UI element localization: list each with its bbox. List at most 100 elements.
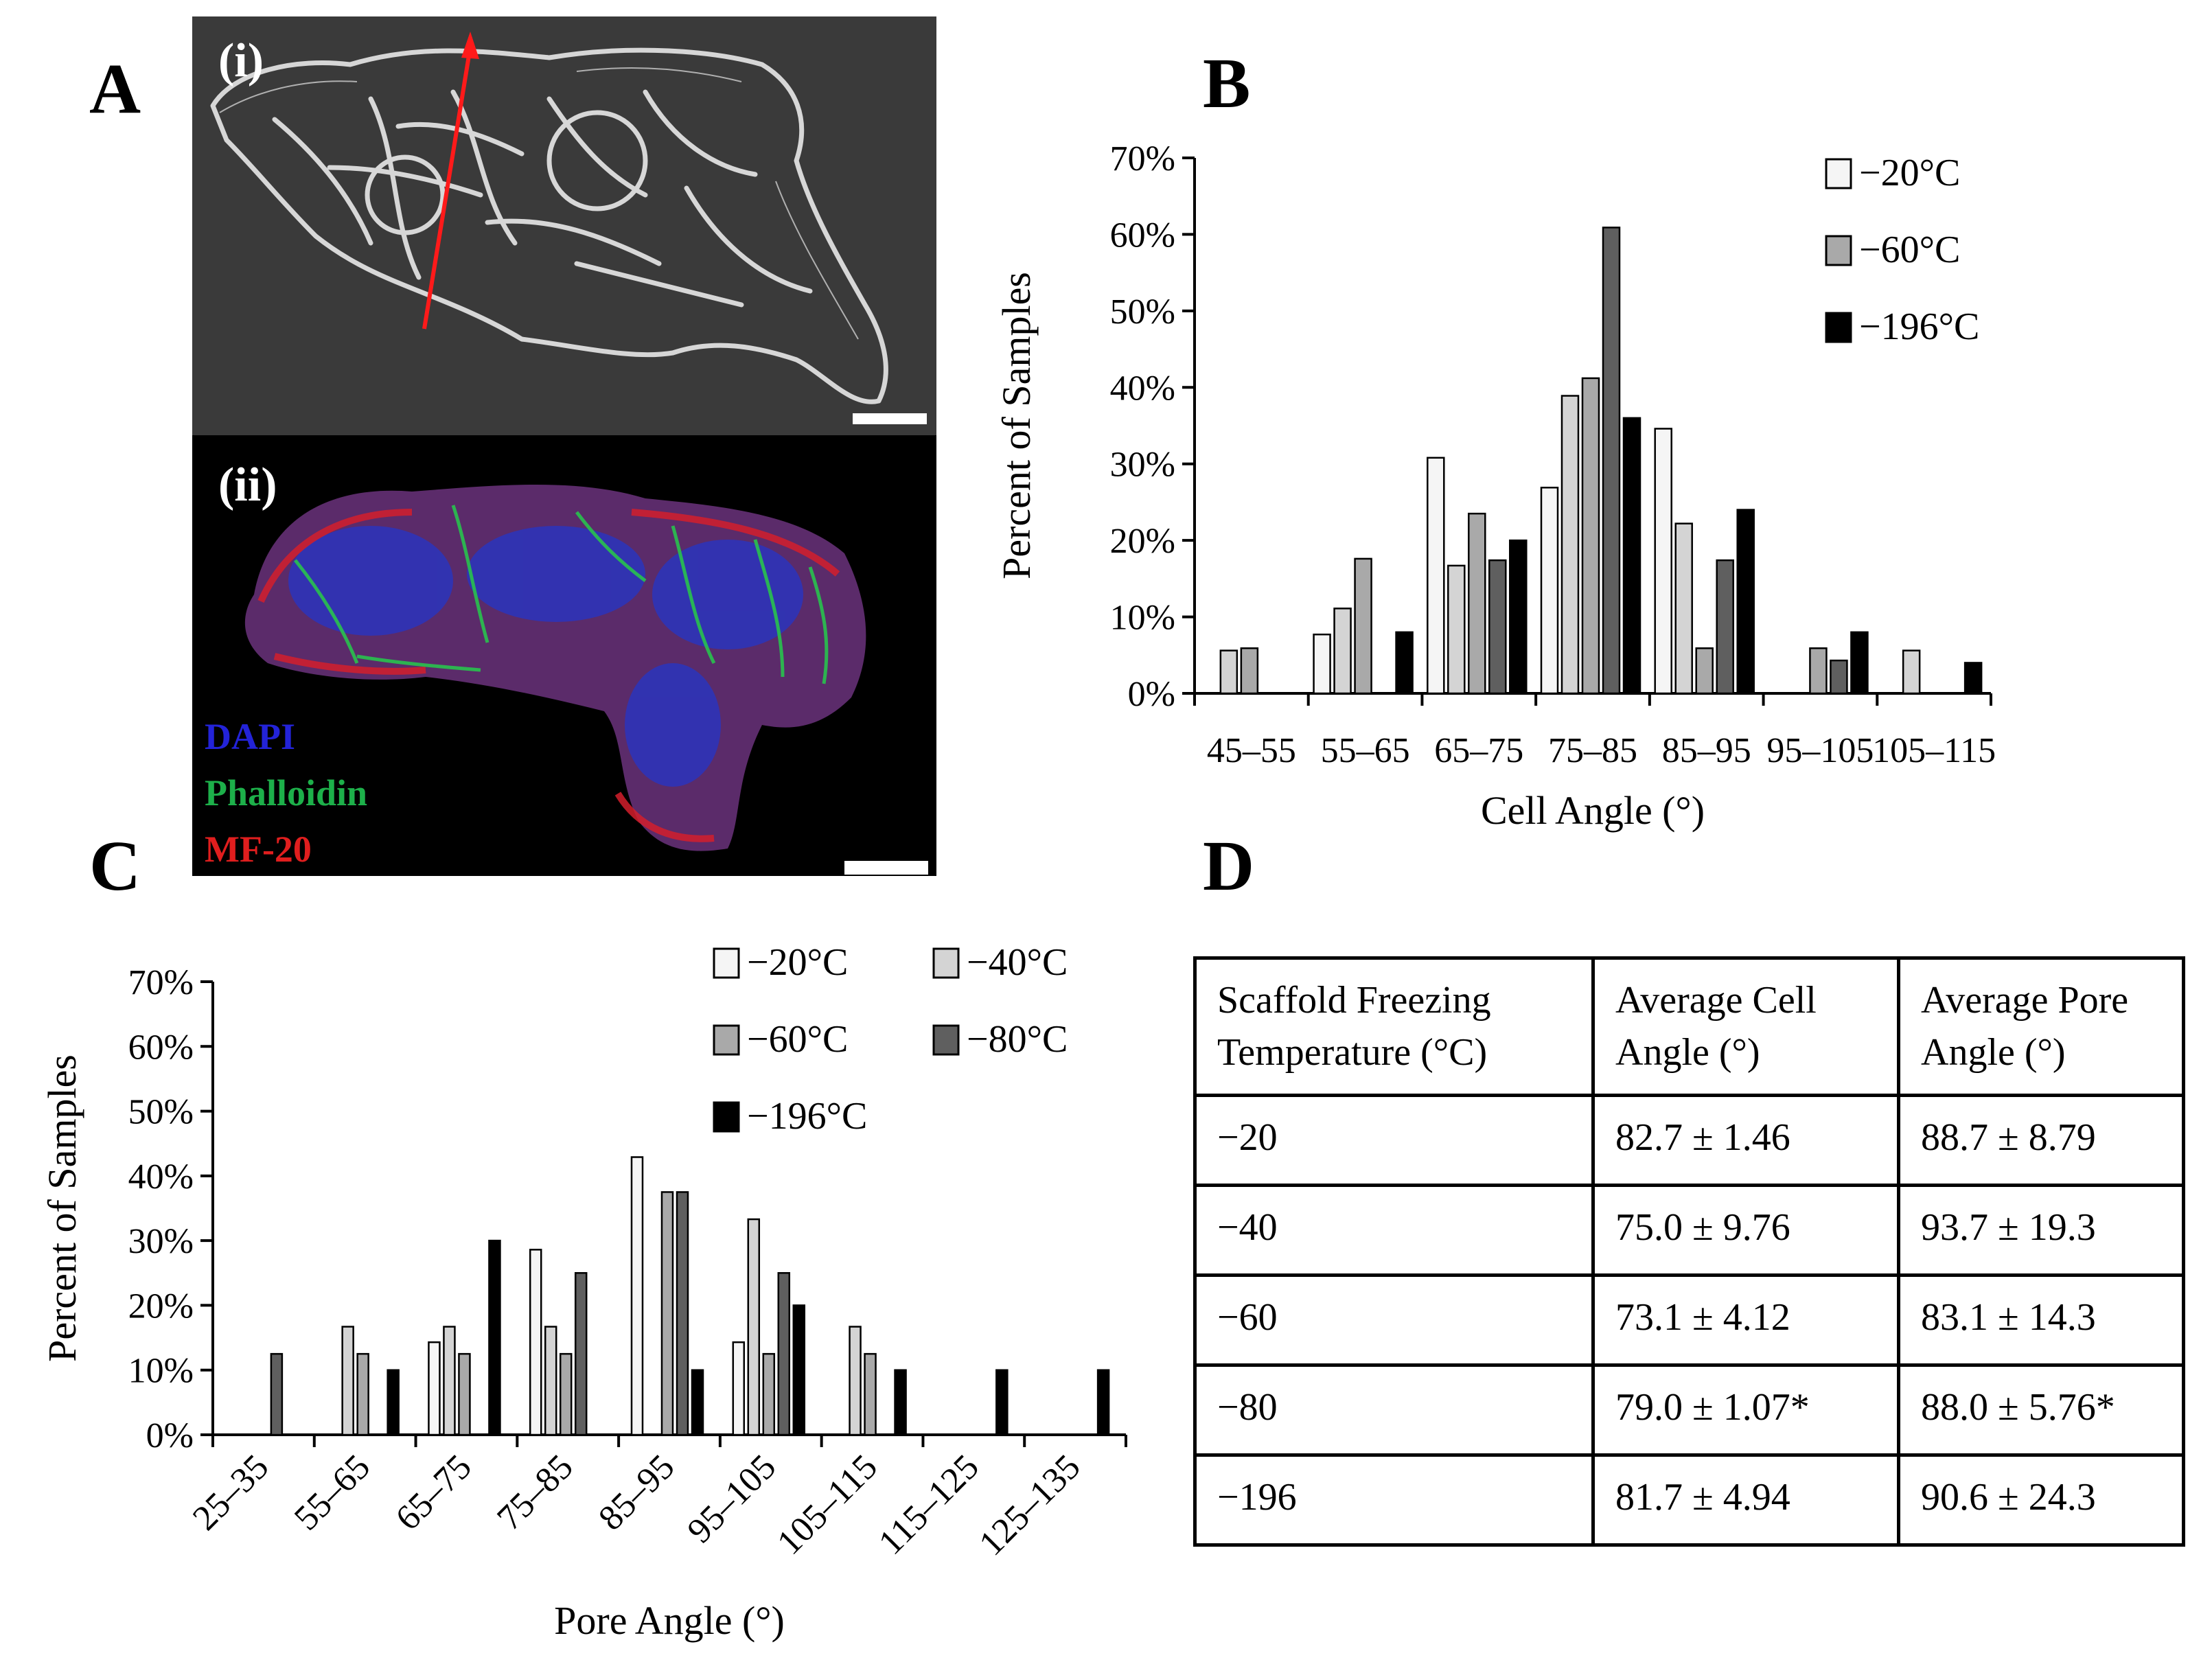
y-tick-label: 0% bbox=[146, 1416, 194, 1455]
cell-angle-chart: 0% 10% 20% 30% 40% 50% 60% 70% 45–55 55–65 65–75 75… bbox=[994, 139, 1996, 833]
fluorescence-micrograph: (ii) DAPI Phalloidin MF-20 bbox=[192, 437, 936, 876]
table-cell: 75.0 ± 9.76 bbox=[1591, 1184, 1900, 1278]
bar-−40°C bbox=[1219, 649, 1239, 695]
stained-tissue-image bbox=[244, 485, 866, 851]
x-tick-label: 25–35 bbox=[185, 1447, 276, 1538]
bar-−80°C bbox=[777, 1272, 791, 1436]
legend-swatch bbox=[1825, 158, 1852, 189]
y-tick-label: 50% bbox=[1110, 292, 1175, 332]
bar-−60°C bbox=[762, 1352, 776, 1436]
legend-swatch bbox=[713, 947, 740, 979]
x-tick-label: 75–85 bbox=[489, 1447, 580, 1538]
y-tick-label: 20% bbox=[1110, 522, 1175, 561]
table-cell: 83.1 ± 14.3 bbox=[1897, 1273, 2185, 1368]
legend-label: −80°C bbox=[967, 1018, 1068, 1061]
scaffold-outline-image bbox=[210, 32, 888, 404]
y-axis-label: Percent of Samples bbox=[994, 272, 1039, 579]
y-tick-label: 30% bbox=[1110, 446, 1175, 485]
x-tick-label: 65–75 bbox=[1434, 731, 1523, 770]
y-tick-label: 30% bbox=[128, 1222, 194, 1261]
bar-−40°C bbox=[443, 1326, 456, 1436]
bar-−40°C bbox=[849, 1326, 862, 1436]
table-cell: 82.7 ± 1.46 bbox=[1591, 1094, 1900, 1188]
bar-−60°C bbox=[864, 1352, 877, 1436]
bar-−60°C bbox=[1695, 647, 1714, 695]
scale-bar-top bbox=[853, 413, 927, 424]
table-cell: −196 bbox=[1193, 1453, 1595, 1547]
table-cell: 81.7 ± 4.94 bbox=[1591, 1453, 1900, 1547]
angle-summary-table: Scaffold Freezing Temperature (°C) Avera… bbox=[1193, 956, 2185, 1547]
bar-−196°C bbox=[1096, 1369, 1110, 1436]
legend-swatch bbox=[932, 1024, 960, 1056]
x-tick-label: 45–55 bbox=[1207, 731, 1296, 770]
table-cell: 79.0 ± 1.07* bbox=[1591, 1363, 1900, 1457]
arrow-head bbox=[461, 32, 479, 59]
bar-−60°C bbox=[559, 1352, 573, 1436]
bar-−20°C bbox=[529, 1249, 542, 1436]
bar-−60°C bbox=[1581, 377, 1600, 695]
table-row: −40 75.0 ± 9.76 93.7 ± 19.3 bbox=[1193, 1184, 2185, 1278]
x-tick-label: 95–105 bbox=[680, 1447, 784, 1551]
bar-−40°C bbox=[1674, 522, 1693, 695]
bar-−60°C bbox=[1354, 557, 1372, 695]
y-tick-label: 20% bbox=[128, 1287, 194, 1326]
panel-label-d: D bbox=[1203, 827, 1255, 905]
bar-−196°C bbox=[691, 1369, 704, 1436]
bar-−196°C bbox=[1963, 662, 1983, 695]
bar-−80°C bbox=[676, 1191, 689, 1436]
bar-−196°C bbox=[1736, 509, 1755, 695]
bar-−20°C bbox=[1654, 428, 1672, 695]
panel-label-a: A bbox=[89, 49, 141, 128]
bar-−20°C bbox=[732, 1341, 746, 1436]
table-cell: 90.6 ± 24.3 bbox=[1897, 1453, 2185, 1547]
brightfield-micrograph: (i) bbox=[192, 16, 936, 435]
x-tick-label: 65–75 bbox=[389, 1447, 479, 1538]
table-cell: −40 bbox=[1193, 1184, 1595, 1278]
bar-−60°C bbox=[1809, 647, 1828, 695]
table-row: −60 73.1 ± 4.12 83.1 ± 14.3 bbox=[1193, 1273, 2185, 1368]
subpanel-label-ii: (ii) bbox=[218, 459, 277, 511]
y-tick-label: 0% bbox=[1128, 675, 1175, 714]
bar-−20°C bbox=[1313, 633, 1331, 695]
table-row: −20 82.7 ± 1.46 88.7 ± 8.79 bbox=[1193, 1094, 2185, 1188]
legend-label: −20°C bbox=[747, 941, 848, 984]
y-axis-label: Percent of Samples bbox=[40, 1054, 84, 1362]
bar-−196°C bbox=[995, 1369, 1009, 1436]
table-cell: 73.1 ± 4.12 bbox=[1591, 1273, 1900, 1368]
x-tick-label: 125–135 bbox=[972, 1447, 1088, 1563]
bar-−20°C bbox=[428, 1341, 441, 1436]
bar-−196°C bbox=[1395, 631, 1414, 695]
bar-−40°C bbox=[341, 1326, 354, 1436]
bar-−60°C bbox=[1240, 647, 1259, 695]
scale-bar-bottom bbox=[844, 861, 928, 875]
x-tick-label: 55–65 bbox=[287, 1447, 378, 1538]
legend-label: −196°C bbox=[747, 1095, 867, 1138]
legend-swatch bbox=[1825, 312, 1852, 343]
bar-−196°C bbox=[488, 1239, 501, 1436]
bar-−20°C bbox=[1427, 457, 1445, 695]
legend-swatch bbox=[713, 1024, 740, 1056]
subpanel-label-i: (i) bbox=[218, 34, 264, 87]
bar-−196°C bbox=[1509, 539, 1528, 695]
bar-−60°C bbox=[1468, 512, 1486, 695]
bar-−40°C bbox=[747, 1218, 761, 1436]
y-tick-label: 10% bbox=[1110, 599, 1175, 638]
panel-label-c: C bbox=[89, 827, 141, 905]
x-tick-label: 55–65 bbox=[1321, 731, 1410, 770]
bar-−80°C bbox=[270, 1352, 284, 1436]
legend-swatch bbox=[1825, 235, 1852, 266]
x-tick-label: 105–115 bbox=[770, 1447, 885, 1562]
bar-−60°C bbox=[660, 1191, 674, 1436]
x-tick-label: 85–95 bbox=[591, 1447, 682, 1538]
table-cell: 88.0 ± 5.76* bbox=[1897, 1363, 2185, 1457]
x-axis-label: Cell Angle (°) bbox=[1481, 788, 1705, 833]
y-tick-label: 70% bbox=[128, 963, 194, 1002]
panel-label-b: B bbox=[1203, 44, 1251, 123]
table-row: −80 79.0 ± 1.07* 88.0 ± 5.76* bbox=[1193, 1363, 2185, 1457]
bar-−20°C bbox=[1540, 487, 1559, 695]
table-header-row: Scaffold Freezing Temperature (°C) Avera… bbox=[1193, 956, 2185, 1098]
x-axis-label: Pore Angle (°) bbox=[554, 1598, 785, 1643]
table-cell: −80 bbox=[1193, 1363, 1595, 1457]
x-tick-label: 85–95 bbox=[1662, 731, 1751, 770]
bar-−196°C bbox=[1850, 631, 1869, 695]
